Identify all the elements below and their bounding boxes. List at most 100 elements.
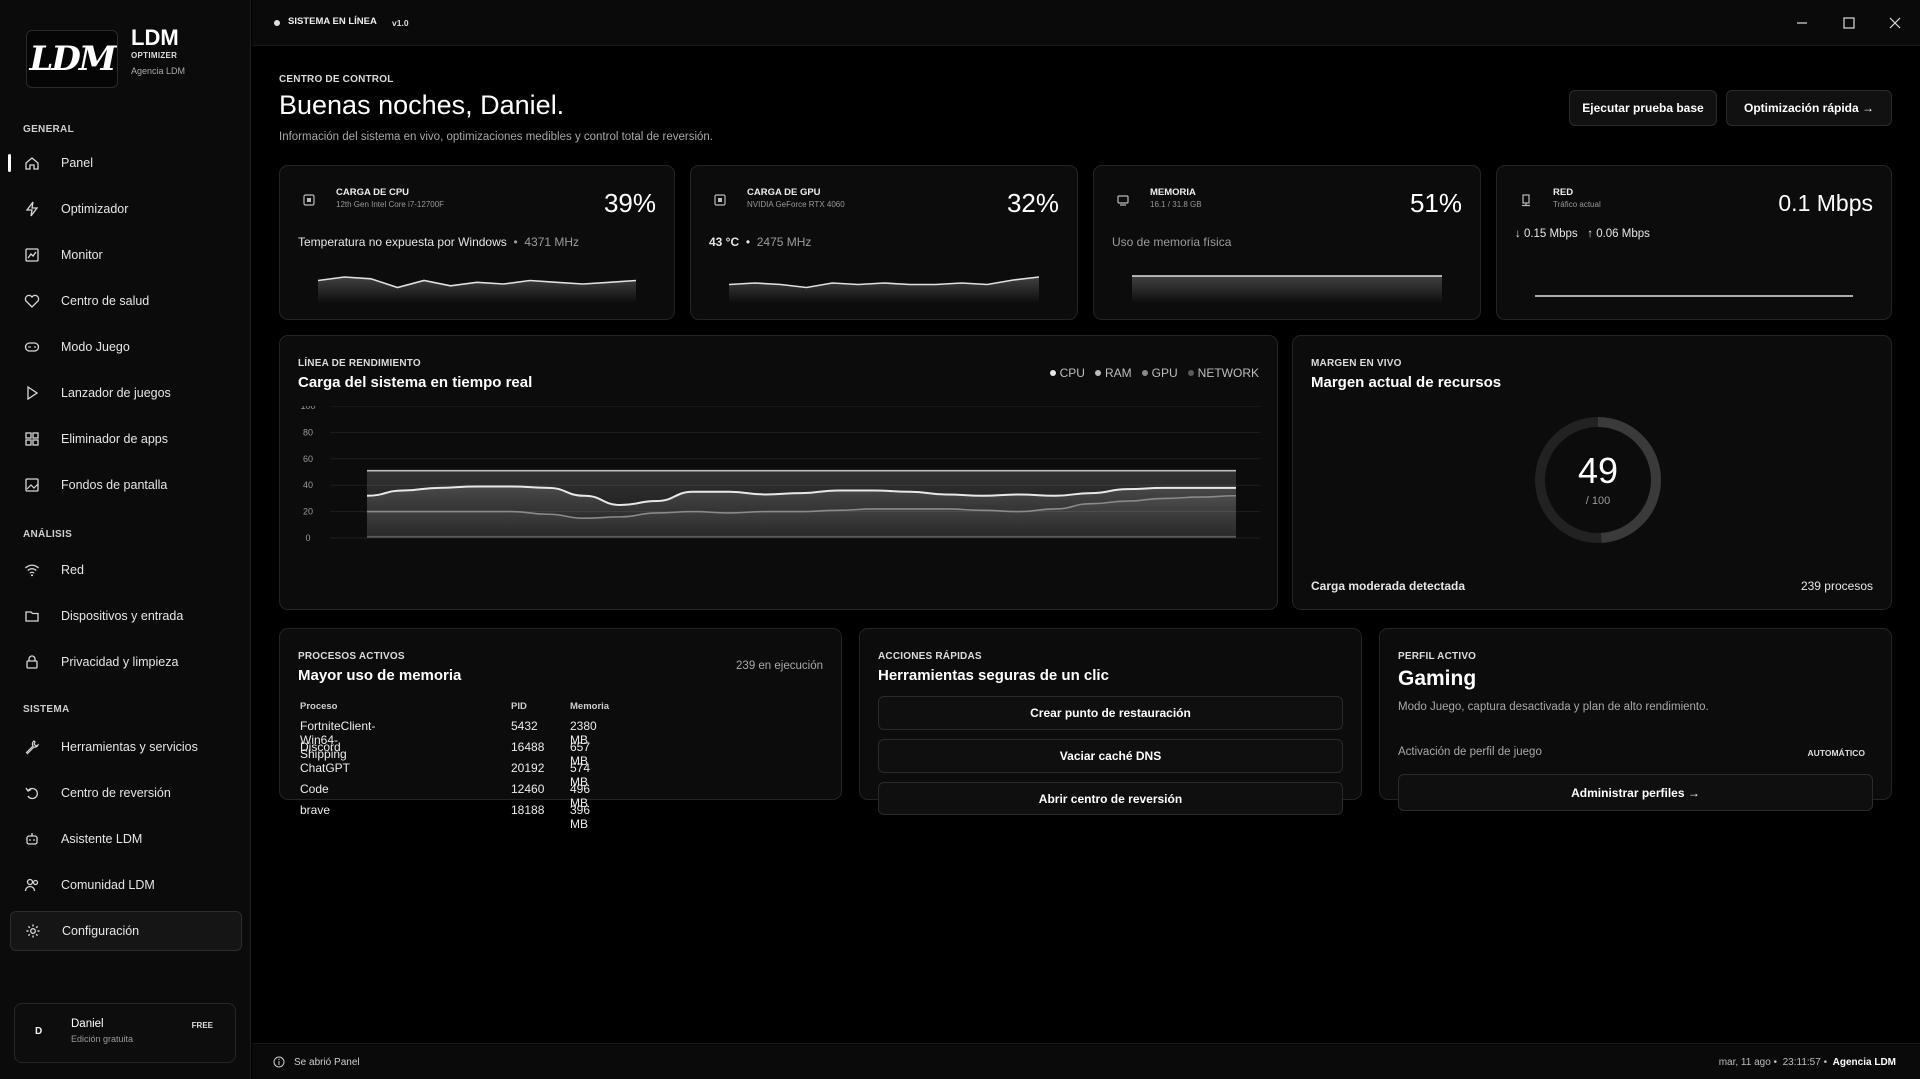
sidebar-item-privacidad-y-limpieza[interactable]: Privacidad y limpieza bbox=[10, 642, 242, 682]
status-agency: Agencia LDM bbox=[1832, 1057, 1896, 1068]
gpu-title: CARGA DE GPU bbox=[747, 187, 821, 198]
gpu-card[interactable]: CARGA DE GPU NVIDIA GeForce RTX 4060 32%… bbox=[690, 165, 1078, 320]
assistant-icon bbox=[23, 830, 41, 848]
cpu-sparkline bbox=[318, 276, 636, 304]
run-baseline-button[interactable]: Ejecutar prueba base bbox=[1569, 90, 1717, 126]
sidebar-item-label: Fondos de pantalla bbox=[61, 478, 168, 492]
quick-optimize-button[interactable]: Optimización rápida → bbox=[1726, 90, 1892, 126]
series-area-gpu bbox=[367, 495, 1236, 538]
table-cell: FortniteClient-Win64-Shipping bbox=[300, 719, 376, 761]
processes-eyebrow: PROCESOS ACTIVOS bbox=[298, 651, 405, 662]
open-rollback-center-button[interactable]: Abrir centro de reversión bbox=[878, 782, 1343, 815]
cpu-card[interactable]: CARGA DE CPU 12th Gen Intel Core i7-1270… bbox=[279, 165, 675, 320]
network-icon bbox=[1522, 194, 1530, 207]
cpu-model: 12th Gen Intel Core i7-12700F bbox=[336, 200, 445, 209]
memory-card[interactable]: MEMORIA 16.1 / 31.8 GB 51% Uso de memori… bbox=[1093, 165, 1481, 320]
sidebar-item-eliminador-de-apps[interactable]: Eliminador de apps bbox=[10, 419, 242, 459]
sidebar: LDM LDM OPTIMIZER Agencia LDM GENERAL AN… bbox=[0, 0, 251, 1079]
performance-title: Carga del sistema en tiempo real bbox=[298, 374, 533, 391]
undo-icon bbox=[23, 784, 41, 802]
table-cell: 16488 bbox=[511, 740, 545, 754]
user-card[interactable]: D Daniel Edición gratuita FREE bbox=[14, 1003, 236, 1063]
sparkline-line bbox=[318, 276, 636, 289]
table-cell: brave bbox=[300, 803, 331, 817]
profile-activation-value[interactable]: AUTOMÁTICO bbox=[1807, 748, 1865, 758]
cpu-icon bbox=[303, 194, 315, 206]
grid-icon bbox=[23, 430, 41, 448]
sidebar-item-configuracion[interactable]: Configuración bbox=[10, 911, 242, 951]
upload-rate: ↑ 0.06 Mbps bbox=[1587, 228, 1650, 240]
y-tick-label: 100 bbox=[300, 406, 315, 411]
series-line-gpu bbox=[366, 494, 1237, 520]
table-cell: 12460 bbox=[511, 782, 545, 796]
performance-card: LÍNEA DE RENDIMIENTO Carga del sistema e… bbox=[279, 335, 1278, 610]
sidebar-item-panel[interactable]: Panel bbox=[8, 143, 242, 183]
sidebar-item-red[interactable]: Red bbox=[10, 550, 242, 590]
cpu-temp: Temperatura no expuesta por Windows bbox=[298, 235, 507, 249]
sidebar-item-label: Centro de salud bbox=[61, 294, 150, 308]
manage-profiles-button[interactable]: Administrar perfiles → bbox=[1398, 774, 1873, 811]
plan-badge: FREE bbox=[191, 1021, 213, 1030]
y-tick-label: 0 bbox=[305, 533, 310, 543]
headroom-gauge bbox=[1535, 417, 1661, 543]
sparkline-area bbox=[318, 277, 636, 304]
sidebar-item-fondos-de-pantalla[interactable]: Fondos de pantalla bbox=[10, 465, 242, 505]
processes-card: PROCESOS ACTIVOS Mayor uso de memoria 23… bbox=[279, 628, 842, 831]
sidebar-item-lanzador-de-juegos[interactable]: Lanzador de juegos bbox=[10, 373, 242, 413]
sidebar-item-label: Comunidad LDM bbox=[61, 878, 155, 892]
sidebar-item-label: Modo Juego bbox=[61, 340, 130, 354]
y-tick-label: 60 bbox=[303, 454, 313, 464]
sidebar-item-monitor[interactable]: Monitor bbox=[10, 235, 242, 275]
table-cell: ChatGPT bbox=[300, 761, 351, 775]
gpu-sparkline bbox=[729, 276, 1039, 304]
sidebar-item-label: Dispositivos y entrada bbox=[61, 609, 184, 623]
processes-running: 239 en ejecución bbox=[736, 660, 823, 672]
processes-title: Mayor uso de memoria bbox=[298, 667, 462, 684]
legend-dot-icon bbox=[1049, 370, 1056, 376]
network-detail: ↓ 0.15 Mbps ↑ 0.06 Mbps bbox=[1515, 228, 1650, 240]
minimize-button[interactable] bbox=[1792, 13, 1812, 33]
bolt-icon bbox=[23, 200, 41, 218]
gpu-icon bbox=[714, 194, 726, 206]
home-icon bbox=[23, 154, 41, 172]
headroom-value: 49 bbox=[1577, 450, 1619, 491]
titlebar: SISTEMA EN LÍNEA v1.0 bbox=[252, 0, 1920, 46]
headroom-card: MARGEN EN VIVO Margen actual de recursos… bbox=[1292, 335, 1892, 610]
headroom-processes: 239 procesos bbox=[1800, 579, 1873, 593]
legend-dot-icon bbox=[1094, 370, 1101, 376]
table-cell: 496 MB bbox=[570, 782, 591, 810]
create-restore-point-button[interactable]: Crear punto de restauración bbox=[878, 696, 1343, 730]
sidebar-item-asistente-ldm[interactable]: Asistente LDM bbox=[10, 819, 242, 859]
gear-icon bbox=[24, 922, 42, 940]
avatar: D bbox=[35, 1026, 43, 1037]
sidebar-item-modo-juego[interactable]: Modo Juego bbox=[10, 327, 242, 367]
close-button[interactable] bbox=[1885, 13, 1905, 33]
gpu-detail: 43 °C • 2475 MHz bbox=[709, 235, 812, 249]
image-icon bbox=[23, 476, 41, 494]
performance-chart: 0 20 40 60 80 100 bbox=[300, 406, 1260, 543]
sidebar-item-centro-de-salud[interactable]: Centro de salud bbox=[10, 281, 242, 321]
network-card[interactable]: RED Tráfico actual 0.1 Mbps ↓ 0.15 Mbps … bbox=[1496, 165, 1892, 320]
sidebar-item-label: Configuración bbox=[62, 924, 140, 938]
sidebar-item-label: Asistente LDM bbox=[61, 832, 143, 846]
headroom-title: Margen actual de recursos bbox=[1311, 374, 1502, 391]
legend-network: NETWORK bbox=[1187, 366, 1259, 380]
page-eyebrow: CENTRO DE CONTROL bbox=[279, 74, 394, 85]
sidebar-item-optimizador[interactable]: Optimizador bbox=[10, 189, 242, 229]
folder-icon bbox=[23, 607, 41, 625]
sidebar-item-dispositivos-y-entrada[interactable]: Dispositivos y entrada bbox=[10, 596, 242, 636]
gamepad-icon bbox=[23, 338, 41, 356]
flush-dns-button[interactable]: Vaciar caché DNS bbox=[878, 739, 1343, 773]
sidebar-item-herramientas-y-servicios[interactable]: Herramientas y servicios bbox=[10, 727, 242, 767]
maximize-button[interactable] bbox=[1839, 13, 1859, 33]
brand: LDM OPTIMIZER Agencia LDM bbox=[131, 26, 185, 77]
logo-mark: LDM bbox=[29, 39, 116, 79]
legend-cpu: CPU bbox=[1049, 366, 1085, 380]
nav-section-system: SISTEMA bbox=[23, 704, 70, 715]
sidebar-item-centro-de-reversion[interactable]: Centro de reversión bbox=[10, 773, 242, 813]
quick-actions-card: ACCIONES RÁPIDAS Herramientas seguras de… bbox=[859, 628, 1362, 815]
series-line-cpu bbox=[366, 485, 1236, 507]
table-cell: 5432 bbox=[511, 719, 538, 733]
sidebar-item-comunidad-ldm[interactable]: Comunidad LDM bbox=[10, 865, 242, 905]
